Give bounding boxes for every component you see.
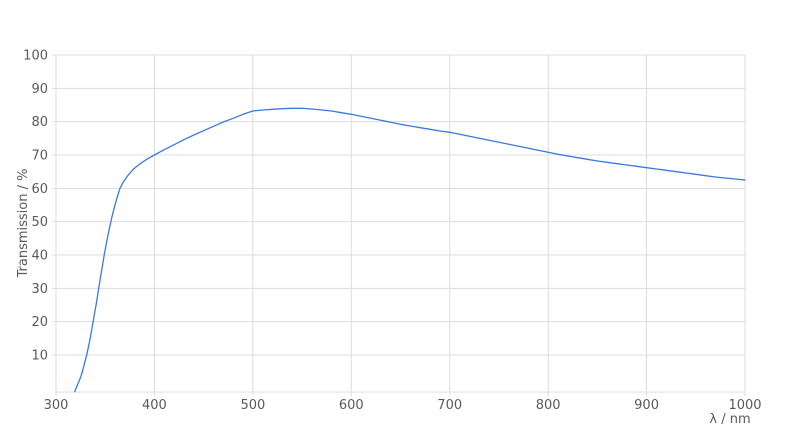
y-tick-label: 100	[23, 49, 48, 64]
y-tick-label: 90	[31, 82, 48, 97]
y-tick-label: 30	[31, 282, 48, 297]
y-tick-label: 70	[31, 149, 48, 164]
x-tick-label: 300	[44, 398, 69, 413]
x-tick-label: 400	[142, 398, 167, 413]
x-tick-label: 600	[339, 398, 364, 413]
x-tick-label: 700	[437, 398, 462, 413]
y-tick-label: 60	[31, 182, 48, 197]
plot-border	[55, 54, 746, 393]
y-tick-label: 20	[31, 315, 48, 330]
y-tick-label: 50	[31, 215, 48, 230]
y-axis-title: Transmission / %	[16, 168, 31, 278]
y-tick-label: 80	[31, 115, 48, 130]
y-tick-label: 10	[31, 349, 48, 364]
series-line	[74, 107, 746, 393]
x-tick-label: 900	[634, 398, 659, 413]
x-tick-label: 500	[240, 398, 265, 413]
y-tick-label: 40	[31, 249, 48, 264]
x-axis-title: λ / nm	[709, 412, 751, 427]
x-tick-label: 800	[536, 398, 561, 413]
x-tick-label: 1000	[728, 398, 761, 413]
